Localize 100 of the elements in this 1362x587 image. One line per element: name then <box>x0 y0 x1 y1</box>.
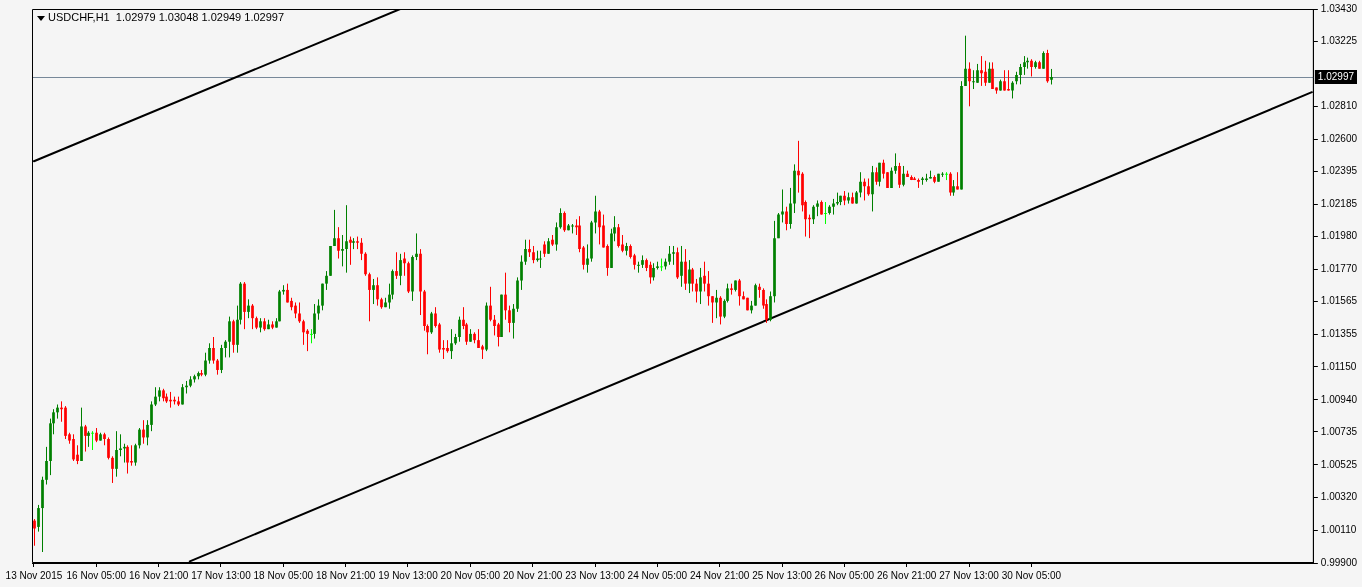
candlestick <box>134 443 137 467</box>
candlestick <box>333 209 336 247</box>
candlestick <box>337 226 340 260</box>
candlestick <box>364 251 367 277</box>
candlestick <box>208 342 211 365</box>
candlestick <box>980 55 983 87</box>
chart-title: USDCHF,H1 1.02979 1.03048 1.02949 1.02997 <box>48 11 285 24</box>
candlestick <box>72 433 75 462</box>
candlestick <box>738 278 741 307</box>
candlestick <box>972 69 975 90</box>
candlestick <box>719 295 722 325</box>
candlestick <box>695 278 698 303</box>
candlestick <box>976 63 979 84</box>
candlestick <box>555 221 558 252</box>
candlestick <box>130 444 133 467</box>
candlestick <box>769 290 772 322</box>
candlestick <box>325 270 328 291</box>
x-tick-label: 26 Nov 05:00 <box>814 569 875 581</box>
x-tick-label: 20 Nov 05:00 <box>440 569 501 581</box>
candlestick <box>430 311 433 335</box>
candlestick <box>395 251 398 280</box>
candlestick <box>964 35 967 87</box>
candlestick <box>871 165 874 212</box>
candlestick <box>968 61 971 107</box>
candlestick <box>150 400 153 432</box>
candlestick <box>232 319 235 354</box>
x-tick-label: 20 Nov 21:00 <box>502 569 563 581</box>
candlestick <box>360 237 363 261</box>
candlestick <box>559 207 562 230</box>
candlestick <box>204 352 207 377</box>
ref-line-label: 1.02997 <box>1317 70 1355 82</box>
y-tick-label: 1.01150 <box>1320 360 1357 372</box>
candlestick <box>399 253 402 286</box>
x-tick-label: 17 Nov 13:00 <box>191 569 252 581</box>
candlestick <box>594 195 597 234</box>
candlestick <box>524 239 527 266</box>
x-tick-label: 25 Nov 13:00 <box>752 569 813 581</box>
candlestick <box>684 248 687 291</box>
candlestick <box>107 436 110 460</box>
y-tick-label: 1.00525 <box>1320 458 1358 470</box>
x-tick-label: 18 Nov 21:00 <box>315 569 376 581</box>
candlestick <box>450 328 453 360</box>
candlestick <box>672 245 675 266</box>
y-tick-label: 1.00110 <box>1320 523 1357 535</box>
candlestick <box>302 319 305 346</box>
candlestick <box>691 267 694 292</box>
candlestick <box>637 261 640 274</box>
candlestick <box>37 504 40 533</box>
candlestick <box>341 234 344 267</box>
candlestick <box>368 272 371 322</box>
candlestick <box>493 314 496 336</box>
candlestick <box>1023 55 1026 76</box>
y-tick-label: 1.00940 <box>1320 393 1358 405</box>
candlestick <box>247 298 250 319</box>
candlestick <box>598 209 601 245</box>
candlestick <box>777 212 780 239</box>
candlestick <box>111 455 114 484</box>
candlestick <box>824 201 827 225</box>
candlestick <box>313 303 316 340</box>
y-tick-label: 1.02185 <box>1320 198 1358 210</box>
y-tick-label: 0.99900 <box>1320 556 1358 568</box>
candlestick <box>859 171 862 198</box>
x-tick-label: 16 Nov 21:00 <box>128 569 189 581</box>
candlestick <box>489 286 492 322</box>
candlestick <box>863 178 866 201</box>
candlestick <box>403 251 406 277</box>
y-tick-label: 1.02600 <box>1320 133 1358 145</box>
candlestick <box>902 165 905 187</box>
candlestick <box>477 328 480 349</box>
candlestick <box>563 210 566 233</box>
x-tick-label: 24 Nov 05:00 <box>627 569 688 581</box>
x-tick-label: 27 Nov 13:00 <box>939 569 1000 581</box>
candlestick <box>126 444 129 475</box>
candlestick <box>228 316 231 358</box>
y-tick-label: 1.02810 <box>1320 100 1358 112</box>
candlestick <box>115 430 118 478</box>
candlestick <box>539 250 542 269</box>
x-tick-label: 18 Nov 05:00 <box>253 569 314 581</box>
candlestick <box>317 298 320 321</box>
candlestick <box>458 316 461 343</box>
candlestick <box>91 430 94 451</box>
y-tick-label: 1.00735 <box>1320 425 1358 437</box>
candlestick <box>715 289 718 319</box>
candlestick <box>138 427 141 449</box>
x-tick-label: 19 Nov 13:00 <box>378 569 439 581</box>
candlestick <box>703 261 706 292</box>
candlestick <box>898 162 901 189</box>
candlestick <box>251 303 254 330</box>
candlestick <box>372 278 375 305</box>
candlestick <box>707 270 710 307</box>
candlestick <box>376 276 379 307</box>
candlestick <box>789 187 792 230</box>
candlestick <box>298 301 301 324</box>
candlestick <box>508 305 511 333</box>
y-tick-label: 1.01565 <box>1320 295 1358 307</box>
candlestick <box>146 419 149 446</box>
candlestick <box>688 259 691 294</box>
candlestick <box>33 518 36 547</box>
y-tick-label: 1.02395 <box>1320 165 1358 177</box>
candlestick <box>142 419 145 445</box>
